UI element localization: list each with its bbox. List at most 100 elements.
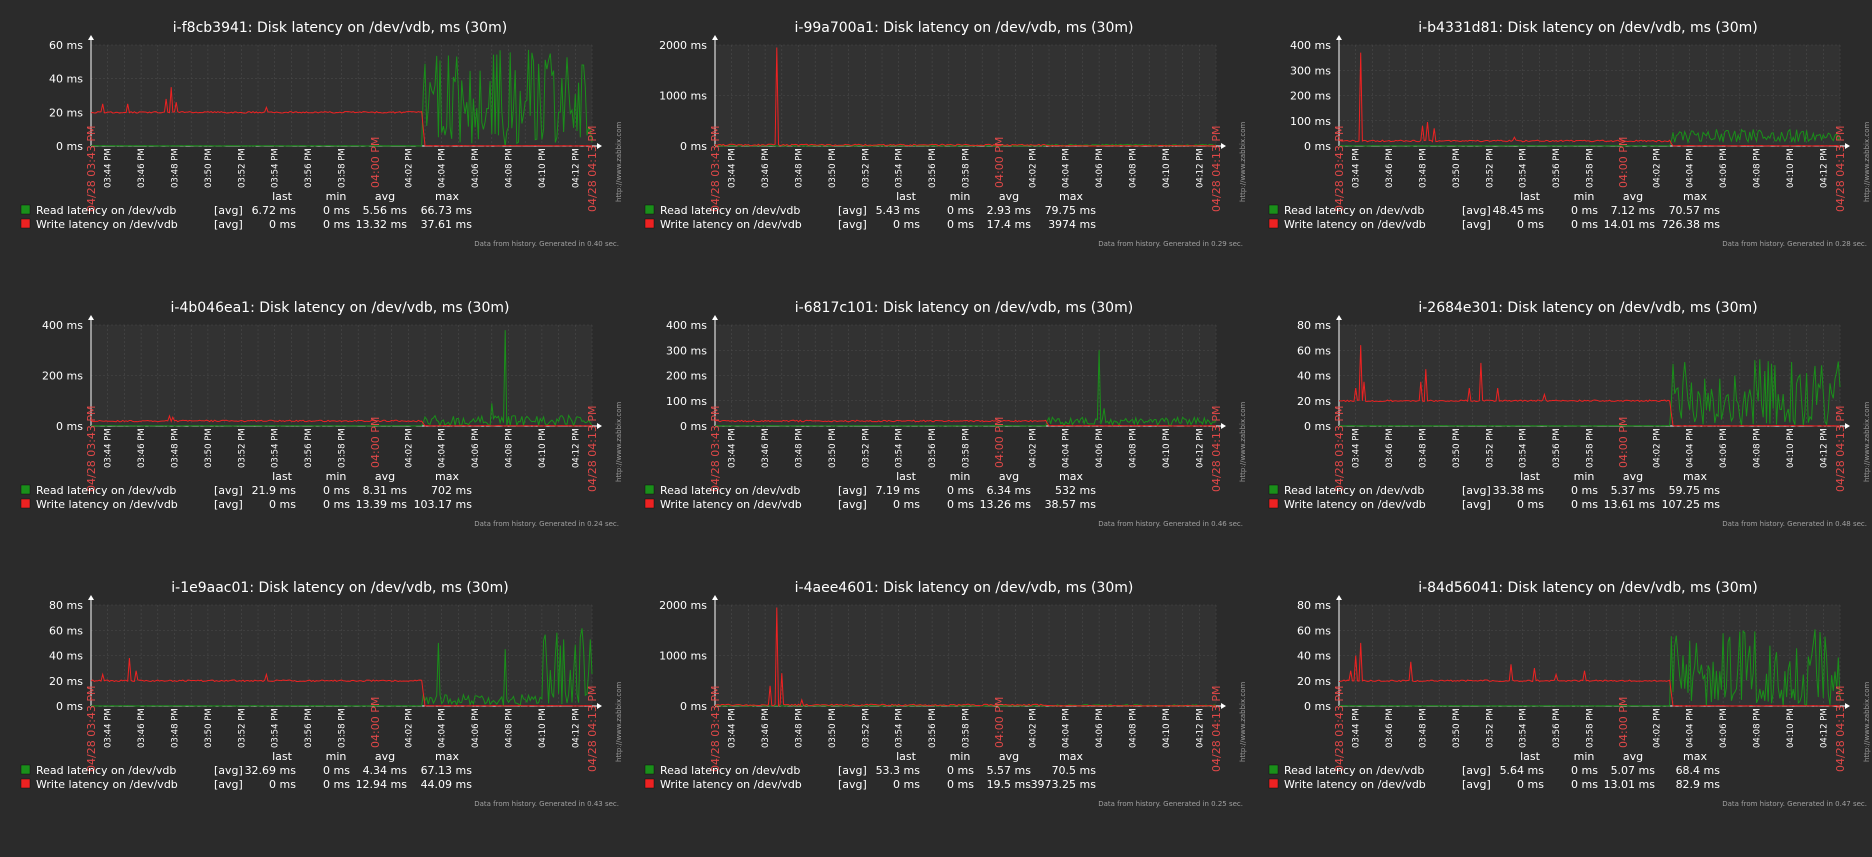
x-tick-label: 03:50 PM bbox=[828, 708, 838, 748]
x-tick-label: 03:52 PM bbox=[1485, 428, 1495, 468]
legend-func-label: [avg] bbox=[1462, 778, 1491, 791]
legend-series-name: Write latency on /dev/vdb bbox=[1284, 498, 1426, 511]
legend-header: max bbox=[1683, 470, 1707, 483]
legend-header: avg bbox=[375, 470, 395, 483]
series-read-line bbox=[1338, 629, 1841, 707]
x-tick-label: 04:10 PM bbox=[1162, 428, 1172, 468]
x-tick-label: 04:00 PM bbox=[993, 417, 1006, 468]
generated-footer: Data from history. Generated in 0.29 sec… bbox=[1098, 240, 1243, 248]
x-tick-label: 04:06 PM bbox=[471, 148, 481, 188]
x-tick-label: 04:06 PM bbox=[1719, 148, 1729, 188]
series-read-line bbox=[90, 628, 593, 707]
y-tick-label: 1000 ms bbox=[659, 90, 707, 103]
legend-stat-min: 0 ms bbox=[947, 204, 974, 217]
legend-stat-avg: 13.26 ms bbox=[980, 498, 1032, 511]
x-tick-label: 04:10 PM bbox=[1162, 148, 1172, 188]
legend-header: max bbox=[435, 470, 459, 483]
y-axis-arrow bbox=[88, 315, 94, 320]
x-tick-label: 03:46 PM bbox=[1385, 708, 1395, 748]
legend-func-label: [avg] bbox=[838, 218, 867, 231]
x-tick-label: 03:54 PM bbox=[895, 428, 905, 468]
x-tick-label: 03:46 PM bbox=[761, 148, 771, 188]
x-tick-label: 04:08 PM bbox=[1753, 708, 1763, 748]
y-tick-label: 60 ms bbox=[49, 624, 83, 637]
legend-swatch-read bbox=[644, 204, 655, 215]
legend-swatch-write bbox=[20, 778, 31, 789]
legend-header: min bbox=[326, 190, 347, 203]
legend-stat-avg: 5.57 ms bbox=[987, 764, 1032, 777]
chart-title: i-1e9aac01: Disk latency on /dev/vdb, ms… bbox=[171, 580, 508, 596]
series-write-line bbox=[90, 87, 593, 147]
legend-header: last bbox=[896, 190, 917, 203]
y-tick-label: 0 ms bbox=[680, 140, 707, 153]
x-end-label: 04/28 04:13 PM bbox=[586, 125, 599, 212]
y-tick-label: 20 ms bbox=[1297, 675, 1331, 688]
y-tick-label: 0 ms bbox=[680, 420, 707, 433]
x-tick-label: 03:48 PM bbox=[171, 428, 181, 468]
legend-stat-last: 0 ms bbox=[893, 218, 920, 231]
legend-stat-max: 59.75 ms bbox=[1669, 484, 1721, 497]
legend-stat-max: 38.57 ms bbox=[1045, 498, 1097, 511]
y-tick-label: 0 ms bbox=[56, 420, 83, 433]
series-read-line bbox=[1339, 359, 1841, 427]
x-end-label: 04/28 04:13 PM bbox=[586, 405, 599, 492]
y-tick-label: 20 ms bbox=[1297, 395, 1331, 408]
legend-stat-min: 0 ms bbox=[323, 498, 350, 511]
legend-stat-min: 0 ms bbox=[1571, 498, 1598, 511]
legend-stat-last: 0 ms bbox=[269, 778, 296, 791]
series-write-line bbox=[90, 414, 592, 427]
y-tick-label: 2000 ms bbox=[659, 39, 707, 52]
y-tick-label: 0 ms bbox=[680, 700, 707, 713]
legend-series-name: Write latency on /dev/vdb bbox=[660, 218, 802, 231]
legend-series-name: Read latency on /dev/vdb bbox=[36, 484, 176, 497]
legend-stat-min: 0 ms bbox=[1571, 764, 1598, 777]
x-tick-label: 03:58 PM bbox=[962, 148, 972, 188]
legend-series-name: Read latency on /dev/vdb bbox=[36, 764, 176, 777]
x-tick-label: 04:12 PM bbox=[571, 428, 581, 468]
x-tick-label: 03:50 PM bbox=[828, 428, 838, 468]
y-tick-label: 40 ms bbox=[49, 73, 83, 86]
legend-swatch-read bbox=[1268, 764, 1279, 775]
generated-footer: Data from history. Generated in 0.48 sec… bbox=[1722, 520, 1867, 528]
x-tick-label: 04:12 PM bbox=[1195, 148, 1205, 188]
legend-header: avg bbox=[375, 190, 395, 203]
legend-header: last bbox=[1520, 190, 1541, 203]
x-end-label: 04/28 04:13 PM bbox=[1210, 125, 1223, 212]
x-tick-label: 03:46 PM bbox=[137, 148, 147, 188]
legend-header: last bbox=[896, 750, 917, 763]
y-axis-arrow bbox=[712, 315, 718, 320]
series-write-line bbox=[1338, 52, 1841, 147]
y-tick-label: 80 ms bbox=[49, 599, 83, 612]
legend-header: min bbox=[1574, 750, 1595, 763]
x-end-label: 04/28 04:13 PM bbox=[1834, 125, 1847, 212]
legend-stat-last: 0 ms bbox=[893, 498, 920, 511]
legend-stat-avg: 8.31 ms bbox=[363, 484, 408, 497]
x-tick-label: 04:02 PM bbox=[1028, 148, 1038, 188]
y-tick-label: 2000 ms bbox=[659, 599, 707, 612]
chart-title: i-6817c101: Disk latency on /dev/vdb, ms… bbox=[795, 300, 1133, 316]
chart-panel-i-84d56041: i-84d56041: Disk latency on /dev/vdb, ms… bbox=[1268, 580, 1871, 808]
y-tick-label: 0 ms bbox=[56, 700, 83, 713]
x-axis-arrow bbox=[597, 703, 602, 709]
y-tick-label: 400 ms bbox=[666, 319, 707, 332]
x-tick-label: 04:08 PM bbox=[1753, 148, 1763, 188]
legend-stat-min: 0 ms bbox=[947, 498, 974, 511]
watermark-label: http://www.zabbix.com bbox=[615, 682, 623, 762]
x-tick-label: 03:46 PM bbox=[137, 708, 147, 748]
legend-swatch-write bbox=[20, 218, 31, 229]
legend-stat-last: 0 ms bbox=[269, 498, 296, 511]
x-end-label: 04/28 04:13 PM bbox=[1834, 405, 1847, 492]
x-tick-label: 03:54 PM bbox=[1519, 708, 1529, 748]
legend-stat-avg: 17.4 ms bbox=[987, 218, 1032, 231]
series-write-line bbox=[714, 419, 1217, 427]
legend-series-name: Read latency on /dev/vdb bbox=[660, 764, 800, 777]
legend-func-label: [avg] bbox=[1462, 498, 1491, 511]
x-tick-label: 03:54 PM bbox=[1519, 428, 1529, 468]
x-tick-label: 03:58 PM bbox=[1586, 708, 1596, 748]
x-tick-label: 04:06 PM bbox=[1719, 428, 1729, 468]
legend-swatch-write bbox=[1268, 498, 1279, 509]
legend-stat-avg: 7.12 ms bbox=[1611, 204, 1656, 217]
legend-stat-min: 0 ms bbox=[947, 218, 974, 231]
legend-series-name: Write latency on /dev/vdb bbox=[660, 778, 802, 791]
x-tick-label: 03:50 PM bbox=[828, 148, 838, 188]
